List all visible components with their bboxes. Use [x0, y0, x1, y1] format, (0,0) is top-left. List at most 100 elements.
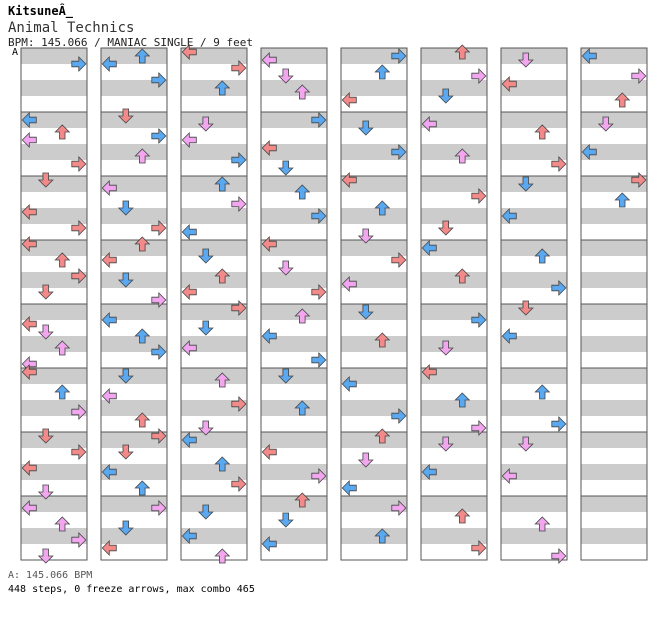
measure-stripe [181, 160, 247, 176]
measure-stripe [181, 512, 247, 528]
measure-stripe [581, 496, 647, 512]
right-arrow [151, 500, 167, 516]
measure-stripe [101, 208, 167, 224]
measure-stripe [101, 304, 167, 320]
measure-stripe [341, 48, 407, 64]
measure-stripe [101, 272, 167, 288]
measure-stripe [581, 368, 647, 384]
measure-stripe [181, 528, 247, 544]
measure-stripe [181, 176, 247, 192]
up-arrow [54, 252, 71, 268]
up-arrow [614, 192, 631, 208]
measure-stripe [501, 432, 567, 448]
up-arrow [294, 400, 311, 416]
measure-stripe [581, 96, 647, 112]
measure-stripe [341, 384, 407, 400]
measure-stripe [581, 448, 647, 464]
down-arrow [117, 520, 134, 536]
down-arrow [37, 172, 54, 188]
chart-column [420, 44, 488, 561]
left-arrow [21, 460, 37, 476]
measure-stripe [421, 480, 487, 496]
measure-stripe [581, 336, 647, 352]
measure-stripe [581, 272, 647, 288]
measure-stripe [501, 544, 567, 560]
left-arrow [181, 432, 197, 448]
measure-stripe [261, 432, 327, 448]
measure-stripe [421, 160, 487, 176]
measure-stripe [21, 304, 87, 320]
right-arrow [71, 268, 87, 284]
right-arrow [231, 60, 247, 76]
left-arrow [421, 464, 437, 480]
measure-stripe [101, 176, 167, 192]
down-arrow [357, 452, 374, 468]
measure-stripe [581, 144, 647, 160]
measure-stripe [21, 416, 87, 432]
measure-stripe [181, 128, 247, 144]
measure-stripe [341, 480, 407, 496]
down-arrow [437, 436, 454, 452]
right-arrow [551, 548, 567, 564]
bpm-marker: A [12, 47, 19, 58]
measure-stripe [261, 320, 327, 336]
left-arrow [581, 144, 597, 160]
measure-stripe [261, 224, 327, 240]
left-arrow [101, 312, 117, 328]
measure-stripe [421, 496, 487, 512]
measure-stripe [101, 112, 167, 128]
measure-stripe [581, 304, 647, 320]
measure-stripe [501, 288, 567, 304]
up-arrow [454, 44, 471, 60]
right-arrow [71, 532, 87, 548]
left-arrow [21, 236, 37, 252]
up-arrow [614, 92, 631, 108]
measure-stripe [21, 192, 87, 208]
measure-stripe [181, 48, 247, 64]
measure-stripe [261, 464, 327, 480]
measure-stripe [581, 528, 647, 544]
up-arrow [54, 384, 71, 400]
measure-stripe [581, 192, 647, 208]
measure-stripe [501, 208, 567, 224]
left-arrow [341, 92, 357, 108]
measure-stripe [501, 304, 567, 320]
measure-stripe [341, 112, 407, 128]
measure-stripe [181, 336, 247, 352]
measure-stripe [21, 544, 87, 560]
measure-stripe [421, 528, 487, 544]
left-arrow [261, 140, 277, 156]
measure-stripe [101, 80, 167, 96]
measure-stripe [581, 80, 647, 96]
measure-stripe [421, 80, 487, 96]
left-arrow [181, 340, 197, 356]
measure-stripe [501, 176, 567, 192]
down-arrow [197, 116, 214, 132]
down-arrow [117, 108, 134, 124]
right-arrow [71, 220, 87, 236]
left-arrow [501, 208, 517, 224]
measure-stripe [261, 272, 327, 288]
measure-stripe [341, 208, 407, 224]
left-arrow [181, 224, 197, 240]
measure-stripe [181, 64, 247, 80]
right-arrow [391, 500, 407, 516]
column-border [580, 47, 648, 561]
measure-stripe [101, 352, 167, 368]
measure-stripe [581, 160, 647, 176]
measure-stripe [341, 176, 407, 192]
right-arrow [311, 468, 327, 484]
measure-stripe [101, 96, 167, 112]
right-arrow [71, 444, 87, 460]
column-border [500, 47, 568, 561]
up-arrow [134, 48, 151, 64]
measure-stripe [261, 192, 327, 208]
left-arrow [341, 376, 357, 392]
measure-stripe [181, 544, 247, 560]
down-arrow [357, 228, 374, 244]
measure-stripe [101, 512, 167, 528]
down-arrow [357, 304, 374, 320]
up-arrow [534, 384, 551, 400]
measure-stripe [421, 128, 487, 144]
